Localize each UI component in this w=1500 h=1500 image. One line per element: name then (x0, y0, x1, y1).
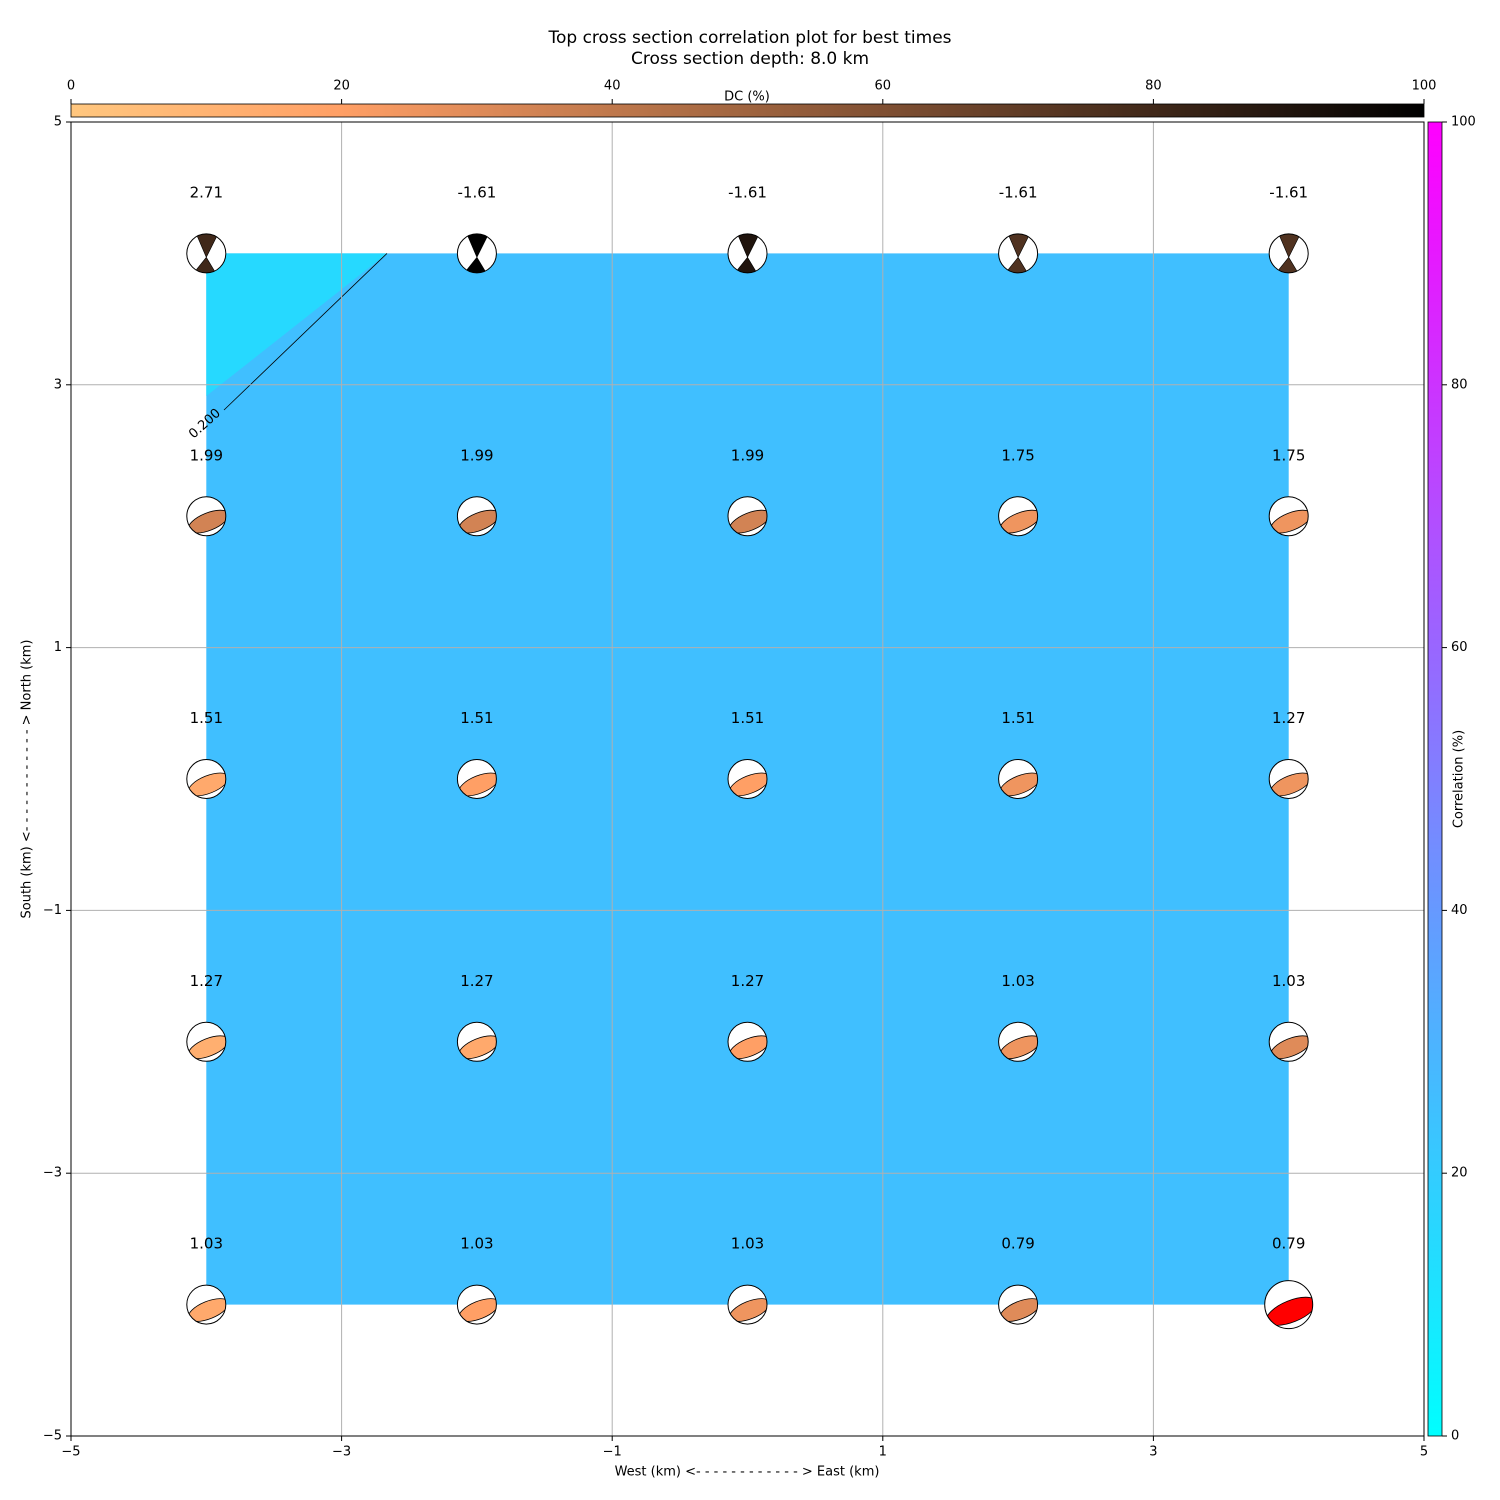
point-label: 1.03 (1001, 972, 1034, 990)
point-label: 1.51 (190, 709, 223, 727)
dc-colorbar (70, 103, 1425, 118)
dc-colorbar-tick-label: 60 (875, 79, 892, 94)
correlation-colorbar-tick-label: 100 (1451, 115, 1476, 130)
point-label: 1.03 (1272, 972, 1305, 990)
correlation-colorbar-tick-label: 60 (1451, 640, 1468, 655)
x-tick-label: −3 (332, 1445, 351, 1460)
beachball (998, 1284, 1039, 1325)
beachball (998, 759, 1039, 799)
point-label: 1.27 (190, 972, 223, 990)
y-axis-label: South (km) <- - - - - - - - - - - - > No… (20, 639, 35, 918)
point-label: 1.03 (190, 1235, 223, 1253)
point-label: -1.61 (1269, 183, 1308, 201)
point-label: 1.03 (731, 1235, 764, 1253)
beachball (727, 1021, 768, 1062)
beachball (1268, 1021, 1309, 1062)
point-label: 0.79 (1272, 1235, 1305, 1253)
chart-subtitle: Cross section depth: 8.0 km (631, 49, 869, 69)
beachball (186, 1021, 227, 1062)
chart-title: Top cross section correlation plot for b… (547, 28, 951, 48)
point-label: 1.99 (460, 446, 493, 464)
x-tick-label: −5 (61, 1445, 80, 1460)
beachball (727, 496, 768, 537)
beachball (456, 759, 497, 799)
y-tick-label: −5 (43, 1429, 62, 1444)
point-label: 1.99 (190, 446, 223, 464)
x-tick-label: 1 (879, 1445, 887, 1460)
y-tick-label: 3 (54, 377, 62, 392)
beachball (1264, 1280, 1314, 1330)
correlation-colorbar-tick-label: 80 (1451, 377, 1468, 392)
point-label: 2.71 (190, 183, 223, 201)
beachball (998, 233, 1039, 274)
point-label: 1.51 (460, 709, 493, 727)
beachball (1268, 233, 1309, 274)
beachball (456, 496, 497, 537)
x-tick-label: 3 (1149, 1445, 1157, 1460)
beachball (186, 233, 227, 274)
dc-colorbar-tick-label: 100 (1412, 79, 1437, 94)
contour-line (223, 253, 388, 411)
point-label: -1.61 (999, 183, 1038, 201)
dc-colorbar-tick-label: 40 (604, 79, 621, 94)
dc-colorbar-tick-label: 80 (1145, 79, 1162, 94)
point-label: 1.51 (731, 709, 764, 727)
point-label: 1.75 (1001, 446, 1034, 464)
correlation-colorbar-tick-label: 20 (1451, 1166, 1468, 1181)
beachball (998, 496, 1039, 537)
x-tick-label: 5 (1420, 1445, 1428, 1460)
x-axis-label: West (km) <- - - - - - - - - - - - > Eas… (615, 1465, 880, 1480)
beachball (727, 759, 768, 799)
dc-colorbar-tick-label: 20 (333, 79, 350, 94)
y-tick-label: −3 (43, 1166, 62, 1181)
y-tick-label: 5 (54, 115, 62, 130)
point-label: -1.61 (457, 183, 496, 201)
point-label: 1.99 (731, 446, 764, 464)
point-label: 1.75 (1272, 446, 1305, 464)
point-label: 1.51 (1001, 709, 1034, 727)
point-label: -1.61 (728, 183, 767, 201)
beachball (186, 496, 227, 537)
point-label: 1.27 (731, 972, 764, 990)
point-label: 1.03 (460, 1235, 493, 1253)
x-tick-label: −1 (603, 1445, 622, 1460)
beachball (186, 759, 227, 799)
point-label: 1.27 (1272, 709, 1305, 727)
correlation-colorbar (1427, 121, 1443, 1437)
correlation-colorbar-tick-label: 40 (1451, 903, 1468, 918)
point-label: 1.27 (460, 972, 493, 990)
point-label: 0.79 (1001, 1235, 1034, 1253)
y-tick-label: −1 (43, 903, 62, 918)
dc-colorbar-label: DC (%) (724, 90, 770, 105)
beachball (456, 1284, 497, 1325)
correlation-colorbar-tick-label: 0 (1451, 1429, 1459, 1444)
y-tick-label: 1 (54, 640, 62, 655)
plot-frame (70, 121, 1425, 1437)
dc-colorbar-tick-label: 0 (67, 79, 75, 94)
correlation-colorbar-label: Correlation (%) (1452, 730, 1467, 828)
